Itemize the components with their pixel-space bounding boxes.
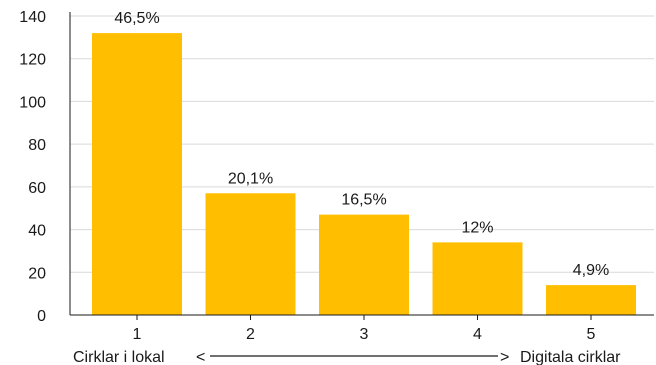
y-tick-label: 20 <box>28 265 46 282</box>
x-tick-label: 1 <box>133 326 142 343</box>
y-tick-label: 100 <box>19 94 46 111</box>
x-tick-label: 4 <box>473 326 482 343</box>
x-caption-right-arrow: > <box>500 349 509 365</box>
x-tick-label: 5 <box>587 326 596 343</box>
y-tick-label: 0 <box>37 308 46 325</box>
axes: 0 20 40 60 80 100 120 140 1 2 3 4 5 <box>19 9 654 343</box>
bar-value-label: 4,9% <box>573 262 609 279</box>
y-tick-label: 140 <box>19 9 46 26</box>
x-caption-right: Digitala cirklar <box>520 349 621 365</box>
bar-value-label: 16,5% <box>341 192 386 209</box>
data-labels: 46,5% 20,1% 16,5% 12% 4,9% <box>114 10 609 279</box>
bar <box>319 214 409 315</box>
x-caption-left-arrow: < <box>196 349 205 365</box>
y-tick-label: 80 <box>28 137 46 154</box>
bar-value-label: 12% <box>461 219 493 236</box>
y-tick-label: 40 <box>28 223 46 240</box>
bar <box>92 33 182 315</box>
bar-value-label: 46,5% <box>114 10 159 27</box>
bar-value-label: 20,1% <box>228 170 273 187</box>
x-caption-left: Cirklar i lokal <box>73 349 165 365</box>
bars <box>92 33 636 315</box>
bar <box>205 193 296 315</box>
x-tick-label: 3 <box>360 326 369 343</box>
bar <box>432 242 523 315</box>
x-axis-caption: Cirklar i lokal < > Digitala cirklar <box>73 349 621 365</box>
x-tick-label: 2 <box>246 326 255 343</box>
y-tick-label: 120 <box>19 52 46 69</box>
bar <box>546 285 636 315</box>
y-tick-label: 60 <box>28 180 46 197</box>
